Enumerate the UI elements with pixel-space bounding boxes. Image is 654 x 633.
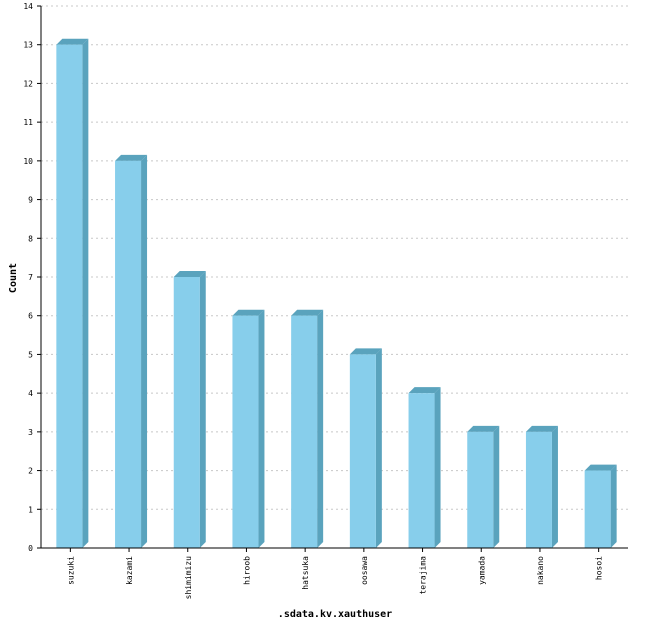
y-tick-label: 4 bbox=[28, 389, 33, 398]
bar-front bbox=[291, 315, 318, 548]
bar-side bbox=[375, 348, 382, 548]
bar-hiroob bbox=[232, 309, 265, 548]
x-category-label: yamada bbox=[477, 556, 486, 585]
y-tick-label: 0 bbox=[28, 544, 33, 553]
y-tick-label: 8 bbox=[28, 234, 33, 243]
bar-kazami bbox=[115, 154, 148, 548]
bar-yamada bbox=[467, 425, 500, 548]
bar-top bbox=[56, 38, 89, 45]
bar-top bbox=[467, 425, 500, 432]
y-tick-label: 6 bbox=[28, 312, 33, 321]
bar-top bbox=[349, 348, 382, 355]
x-category-label: kazami bbox=[125, 556, 134, 585]
x-category-label: hosoi bbox=[595, 556, 604, 580]
bar-terajima bbox=[408, 387, 441, 548]
bar-side bbox=[493, 425, 500, 548]
bar-top bbox=[584, 464, 617, 471]
bar-nakano bbox=[525, 425, 558, 548]
y-axis-title: Count bbox=[8, 263, 19, 293]
y-tick-label: 5 bbox=[28, 350, 33, 359]
bar-oosawa bbox=[349, 348, 382, 548]
bar-top bbox=[525, 425, 558, 432]
x-category-label: suzuki bbox=[66, 556, 75, 585]
bar-top bbox=[115, 154, 148, 161]
bar-shimimizu bbox=[173, 271, 206, 548]
bar-top bbox=[291, 309, 324, 316]
bar-top bbox=[408, 387, 441, 394]
bar-front bbox=[584, 470, 611, 548]
x-category-label: hatsuka bbox=[301, 556, 310, 590]
bar-top bbox=[232, 309, 265, 316]
bar-front bbox=[408, 393, 435, 548]
y-tick-label: 13 bbox=[23, 41, 33, 50]
bar-side bbox=[434, 387, 441, 548]
x-category-label: hiroob bbox=[242, 556, 251, 585]
bar-side bbox=[82, 38, 89, 548]
bar-top bbox=[173, 271, 206, 277]
bar-side bbox=[317, 309, 324, 548]
bar-side bbox=[141, 154, 148, 548]
bars-layer bbox=[56, 38, 617, 548]
bar-side bbox=[610, 464, 617, 548]
bar-front bbox=[349, 354, 376, 548]
x-category-labels: suzuki kazami shimimizu hiroob hatsuka oosawa… bbox=[66, 548, 604, 600]
bar-side bbox=[258, 309, 265, 548]
x-category-label: nakano bbox=[536, 556, 545, 585]
y-tick-label: 9 bbox=[28, 196, 33, 205]
x-axis-title: .sdata.kv.xauthuser bbox=[278, 609, 392, 620]
bar-front bbox=[525, 431, 552, 548]
x-category-label: terajima bbox=[419, 556, 428, 595]
y-tick-label: 14 bbox=[23, 2, 33, 11]
bar-suzuki bbox=[56, 38, 89, 548]
y-tick-label: 3 bbox=[28, 428, 33, 437]
bar-side bbox=[551, 425, 558, 548]
y-tick-label: 12 bbox=[23, 79, 33, 88]
y-tick-label: 1 bbox=[28, 505, 33, 514]
x-category-label: shimimizu bbox=[184, 556, 193, 600]
y-tick-label: 7 bbox=[28, 273, 33, 282]
bar-front bbox=[56, 44, 83, 548]
bar-front bbox=[115, 160, 142, 548]
bar-front bbox=[232, 315, 259, 548]
bar-hatsuka bbox=[291, 309, 324, 548]
y-tick-label: 11 bbox=[23, 118, 33, 127]
y-tick-label: 10 bbox=[23, 157, 33, 166]
bar-hosoi bbox=[584, 464, 617, 548]
bar-side bbox=[199, 271, 206, 548]
bar-front bbox=[173, 277, 200, 548]
bar-front bbox=[467, 431, 494, 548]
y-tick-label: 2 bbox=[28, 467, 33, 476]
x-category-label: oosawa bbox=[360, 556, 369, 585]
